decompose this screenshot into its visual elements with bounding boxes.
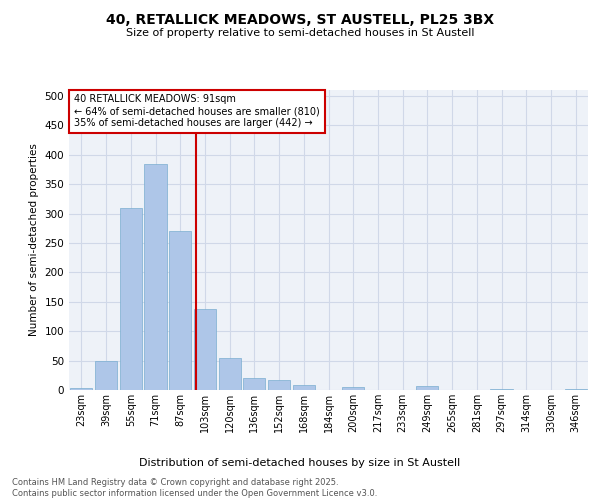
Bar xyxy=(95,360,117,390)
Bar xyxy=(119,208,142,390)
Bar xyxy=(268,380,290,390)
Bar xyxy=(293,386,315,390)
Text: Distribution of semi-detached houses by size in St Austell: Distribution of semi-detached houses by … xyxy=(139,458,461,468)
Bar xyxy=(565,389,587,390)
Bar xyxy=(70,388,92,390)
Text: Size of property relative to semi-detached houses in St Austell: Size of property relative to semi-detach… xyxy=(126,28,474,38)
Bar xyxy=(218,358,241,390)
Text: 40 RETALLICK MEADOWS: 91sqm
← 64% of semi-detached houses are smaller (810)
35% : 40 RETALLICK MEADOWS: 91sqm ← 64% of sem… xyxy=(74,94,320,128)
Bar xyxy=(169,231,191,390)
Bar xyxy=(416,386,439,390)
Y-axis label: Number of semi-detached properties: Number of semi-detached properties xyxy=(29,144,39,336)
Bar xyxy=(194,310,216,390)
Bar xyxy=(243,378,265,390)
Bar xyxy=(145,164,167,390)
Text: Contains HM Land Registry data © Crown copyright and database right 2025.
Contai: Contains HM Land Registry data © Crown c… xyxy=(12,478,377,498)
Bar xyxy=(342,387,364,390)
Text: 40, RETALLICK MEADOWS, ST AUSTELL, PL25 3BX: 40, RETALLICK MEADOWS, ST AUSTELL, PL25 … xyxy=(106,12,494,26)
